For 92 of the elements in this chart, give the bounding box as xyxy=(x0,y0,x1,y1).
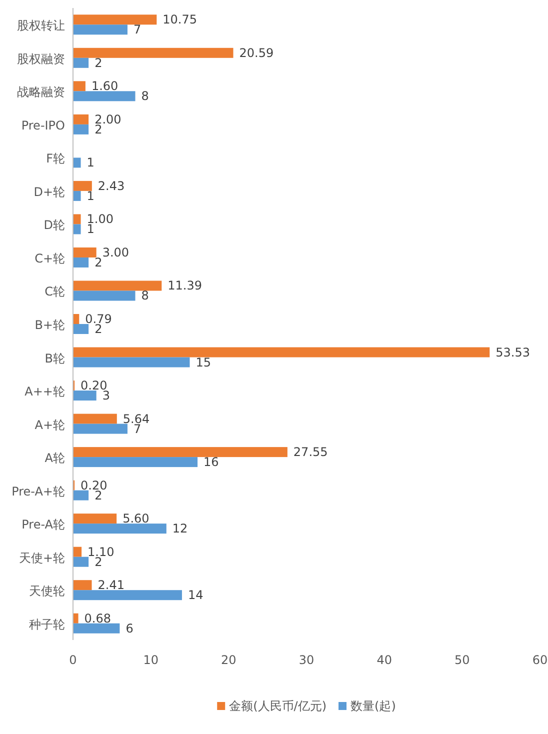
y-tick-label: 天使+轮 xyxy=(18,550,65,565)
x-tick-label: 40 xyxy=(376,653,392,667)
y-tick-label: B+轮 xyxy=(34,318,65,332)
x-tick-label: 0 xyxy=(69,653,77,667)
data-label: 6 xyxy=(126,621,134,636)
data-label: 10.75 xyxy=(162,12,198,27)
bar xyxy=(73,190,81,201)
bar xyxy=(73,114,89,124)
data-label: 27.55 xyxy=(293,445,328,460)
y-tick-label: 天使轮 xyxy=(29,584,65,598)
y-tick-label: Pre-A轮 xyxy=(22,518,65,532)
bar xyxy=(73,324,89,334)
bar xyxy=(73,124,89,134)
legend-label: 数量(起) xyxy=(350,699,396,713)
bar xyxy=(73,580,92,590)
y-tick-label: 股权转让 xyxy=(17,18,65,33)
bar xyxy=(73,224,81,234)
bar xyxy=(73,524,166,534)
bar xyxy=(73,447,288,458)
data-label: 12 xyxy=(172,522,188,536)
data-label: 20.59 xyxy=(239,46,274,60)
x-tick-label: 10 xyxy=(143,653,158,667)
bar xyxy=(73,490,89,500)
y-tick-label: F轮 xyxy=(46,152,65,166)
bar xyxy=(73,214,81,224)
data-label: 7 xyxy=(133,422,142,436)
bar xyxy=(73,290,136,301)
bar xyxy=(73,180,92,191)
x-tick-label: 50 xyxy=(454,653,470,667)
bar xyxy=(73,357,190,368)
data-label: 7 xyxy=(133,22,142,37)
data-label: 2.43 xyxy=(98,178,125,193)
bar xyxy=(73,623,120,634)
data-label: 8 xyxy=(141,89,149,104)
y-tick-label: B轮 xyxy=(44,351,65,366)
x-tick-label: 20 xyxy=(221,653,236,667)
y-tick-label: 股权融资 xyxy=(17,52,65,66)
bar xyxy=(73,347,490,358)
bar xyxy=(73,514,117,524)
bar xyxy=(73,91,136,102)
bar xyxy=(73,48,234,58)
y-tick-label: D+轮 xyxy=(34,184,65,199)
bar xyxy=(73,457,198,468)
y-tick-label: C+轮 xyxy=(34,251,65,266)
y-tick-label: C轮 xyxy=(44,284,65,299)
bar xyxy=(73,556,89,567)
data-label: 1.60 xyxy=(91,79,118,94)
x-tick-label: 60 xyxy=(532,653,548,667)
y-tick-label: Pre-IPO xyxy=(21,118,65,132)
bar xyxy=(73,24,128,35)
y-tick-label: A++轮 xyxy=(24,384,65,399)
data-label: 2.41 xyxy=(98,578,124,592)
data-label: 11.39 xyxy=(168,278,202,293)
bar xyxy=(73,280,162,291)
bar xyxy=(73,390,96,401)
data-label: 2 xyxy=(94,255,102,270)
data-label: 53.53 xyxy=(496,345,530,360)
data-label: 2 xyxy=(94,322,102,336)
bar xyxy=(73,424,128,434)
data-label: 1 xyxy=(86,222,94,236)
bar xyxy=(73,257,89,268)
data-label: 2 xyxy=(94,488,102,502)
bar xyxy=(73,613,78,624)
y-tick-label: 种子轮 xyxy=(29,617,65,632)
bar xyxy=(73,546,82,557)
y-tick-label: 战略融资 xyxy=(17,85,65,100)
data-label: 15 xyxy=(196,355,212,370)
bar xyxy=(73,58,89,68)
bar xyxy=(73,158,81,168)
data-label: 3.00 xyxy=(102,245,130,260)
data-label: 3 xyxy=(102,388,110,403)
y-tick-label: Pre-A+轮 xyxy=(12,484,65,498)
data-label: 8 xyxy=(141,288,149,303)
bar xyxy=(73,414,117,424)
bar xyxy=(73,81,86,92)
data-label: 2 xyxy=(94,554,102,569)
bar xyxy=(73,247,96,258)
legend-label: 金额(人民币/亿元) xyxy=(229,699,327,713)
data-label: 2 xyxy=(94,122,102,136)
data-label: 16 xyxy=(204,455,219,470)
data-label: 1 xyxy=(86,156,94,170)
bar xyxy=(73,14,157,25)
y-tick-label: D轮 xyxy=(44,218,65,232)
y-tick-label: A+轮 xyxy=(34,418,65,432)
x-tick-label: 30 xyxy=(298,653,314,667)
y-tick-label: A轮 xyxy=(44,451,65,466)
data-label: 2 xyxy=(94,56,102,70)
bar xyxy=(73,590,182,600)
data-label: 5.60 xyxy=(122,512,150,526)
data-label: 14 xyxy=(188,588,204,602)
data-label: 1 xyxy=(86,188,94,203)
data-label: 0.68 xyxy=(84,611,112,626)
